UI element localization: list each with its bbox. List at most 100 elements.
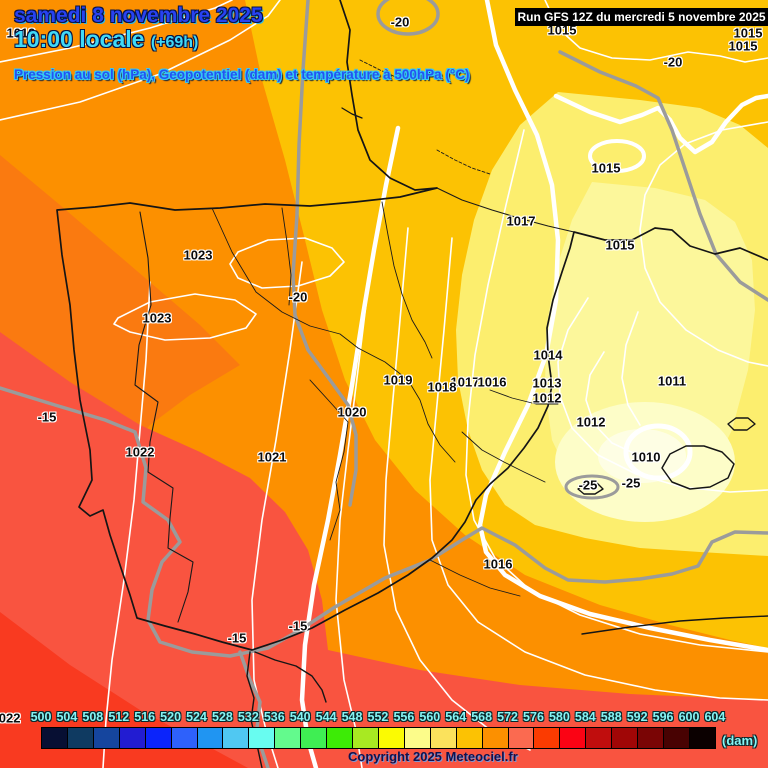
- legend-color-box: [196, 727, 224, 749]
- legend-color-box: [326, 727, 354, 749]
- legend-unit-label: (dam): [722, 733, 758, 748]
- temperature-label: -20: [663, 54, 683, 70]
- pressure-label: 1015: [591, 160, 621, 176]
- model-run-banner: Run GFS 12Z du mercredi 5 novembre 2025: [515, 8, 768, 26]
- legend-color-box: [403, 727, 431, 749]
- pressure-label: 1010: [631, 449, 661, 465]
- legend-color-box: [507, 727, 535, 749]
- legend-tick-label: 516: [134, 710, 156, 724]
- legend-tick-label: 564: [445, 710, 467, 724]
- legend-tick-label: 508: [82, 710, 104, 724]
- pressure-label: 1015: [728, 38, 758, 54]
- geopotential-legend: 500 504 508 512 516 520 524 528 532 536 540 544 548 5…: [0, 708, 768, 768]
- pressure-label: 1012: [576, 414, 606, 430]
- pressure-label: 1017: [450, 374, 480, 390]
- legend-color-box: [248, 727, 276, 749]
- legend-tick-label: 552: [367, 710, 389, 724]
- legend-color-box: [274, 727, 302, 749]
- pressure-label: 1019: [383, 372, 413, 388]
- pressure-label: 1020: [337, 404, 367, 420]
- pressure-label: 1022: [125, 444, 155, 460]
- legend-tick-label: 572: [497, 710, 518, 724]
- legend-color-box: [585, 727, 613, 749]
- legend-tick-label: 536: [263, 710, 285, 724]
- legend-tick-label: 524: [186, 710, 207, 724]
- legend-color-box: [533, 727, 561, 749]
- band-coral: [0, 332, 768, 768]
- legend-tick-label: 532: [237, 710, 259, 724]
- legend-tick-label: 576: [523, 710, 544, 724]
- legend-color-box: [663, 727, 690, 749]
- legend-color-box: [377, 727, 405, 749]
- local-time-text: 10:00 locale: [14, 26, 151, 52]
- temperature-label: -15: [37, 409, 57, 425]
- time-label: 10:00 locale (+69h): [14, 27, 263, 55]
- legend-color-box: [222, 727, 250, 749]
- pressure-label: 1022: [0, 710, 21, 726]
- temperature-label: -20: [390, 14, 410, 30]
- legend-tick-label: 556: [393, 710, 415, 724]
- legend-color-box: [66, 727, 94, 749]
- legend-tick-label: 544: [315, 710, 337, 724]
- legend-color-box: [637, 727, 665, 749]
- legend-tick-label: 592: [626, 710, 648, 724]
- legend-tick-label: 604: [704, 710, 726, 724]
- legend-tick-label: 560: [419, 710, 441, 724]
- legend-color-box: [300, 727, 328, 749]
- legend-color-box: [689, 727, 716, 749]
- legend-color-box: [144, 727, 172, 749]
- map-subtitle: Pression au sol (hPa), Geopotentiel (dam…: [14, 67, 470, 82]
- temperature-label: -15: [288, 618, 308, 634]
- forecast-offset-text: (+69h): [150, 34, 199, 51]
- legend-tick-label: 568: [471, 710, 493, 724]
- temperature-label: -20: [288, 289, 308, 305]
- geopotential-lines: [299, 0, 768, 768]
- pressure-label: 1015: [605, 237, 635, 253]
- pressure-label: 1014: [533, 347, 563, 363]
- legend-color-box: [170, 727, 198, 749]
- legend-tick-label: 588: [600, 710, 622, 724]
- legend-color-box: [118, 727, 146, 749]
- legend-tick-label: 500: [30, 710, 52, 724]
- legend-tick-label: 512: [108, 710, 130, 724]
- pressure-label: 1017: [506, 213, 536, 229]
- pressure-label: 1019: [6, 25, 36, 41]
- date-label: samedi 8 novembre 2025: [14, 4, 263, 27]
- legend-tick-label: 548: [341, 710, 363, 724]
- legend-color-box: [41, 727, 68, 749]
- pressure-label: 1011: [657, 373, 687, 389]
- legend-tick-label: 504: [56, 710, 78, 724]
- legend-tick-label: 596: [652, 710, 674, 724]
- legend-color-box: [429, 727, 457, 749]
- band-core: [598, 429, 686, 483]
- legend-tick-label: 584: [574, 710, 596, 724]
- legend-tick-label: 528: [212, 710, 233, 724]
- pressure-label: 1013: [532, 375, 562, 391]
- legend-color-box: [92, 727, 120, 749]
- pressure-label: 1016: [483, 556, 513, 572]
- legend-color-box: [611, 727, 639, 749]
- legend-tick-label: 540: [289, 710, 311, 724]
- pressure-label: 1023: [142, 310, 172, 326]
- pressure-label: 1016: [477, 374, 507, 390]
- temperature-label: -25: [578, 477, 598, 493]
- legend-color-box: [455, 727, 483, 749]
- header: samedi 8 novembre 2025 10:00 locale (+69…: [14, 4, 263, 55]
- legend-tick-label: 520: [160, 710, 182, 724]
- pressure-label: 1012: [532, 390, 562, 406]
- legend-color-box: [481, 727, 509, 749]
- legend-color-box: [559, 727, 587, 749]
- temperature-label: -25: [621, 475, 641, 491]
- copyright-label: Copyright 2025 Meteociel.fr: [348, 749, 518, 764]
- legend-color-box: [352, 727, 379, 749]
- legend-tick-label: 600: [678, 710, 700, 724]
- legend-tick-label: 580: [548, 710, 570, 724]
- pressure-label: 1018: [427, 379, 457, 395]
- temperature-label: -15: [227, 630, 247, 646]
- pressure-label: 1015: [733, 25, 763, 41]
- pressure-label: 1023: [183, 247, 213, 263]
